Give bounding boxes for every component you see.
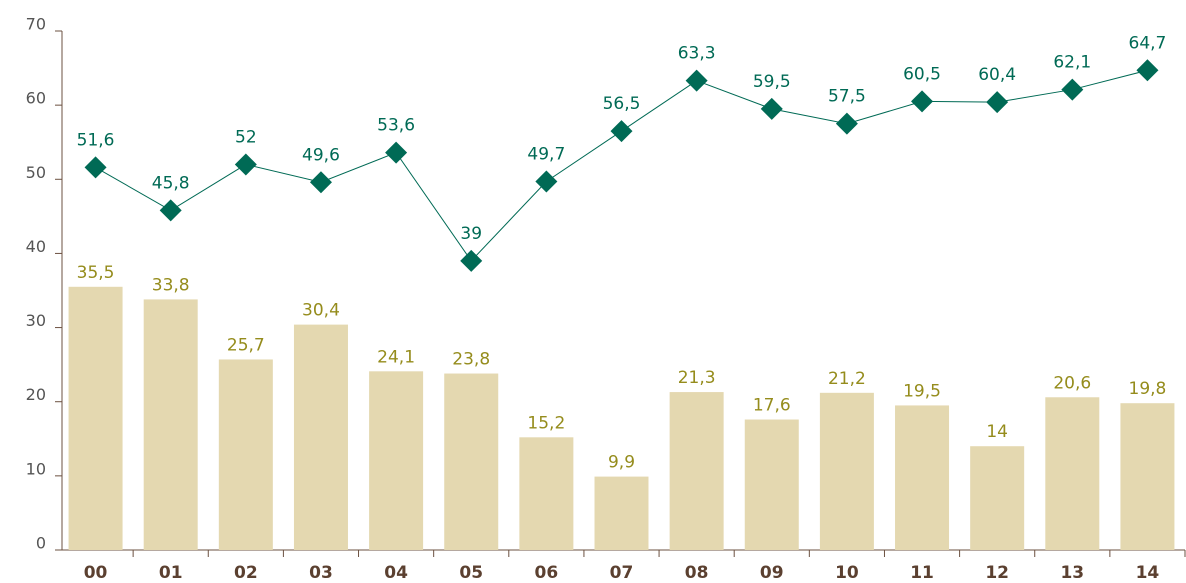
x-tick-label: 02 [234,563,258,583]
line-label: 57,5 [828,87,866,107]
bar-label: 24,1 [377,347,415,367]
line-label: 49,7 [527,145,565,165]
x-tick-label: 13 [1060,563,1084,583]
x-tick-label: 09 [760,563,784,583]
x-tick-label: 06 [535,563,559,583]
bar [519,437,574,550]
bar [594,476,649,550]
bar [819,392,874,550]
bar [744,419,799,550]
bar [68,286,123,550]
bar-label: 19,8 [1129,379,1167,399]
marker [309,171,332,194]
marker [84,156,107,179]
bar-label: 33,8 [152,275,190,295]
line-label: 62,1 [1053,53,1091,73]
bar-label: 14 [986,422,1008,442]
y-tick-label: 0 [36,534,46,553]
bar [369,371,424,550]
line-label: 59,5 [753,72,791,92]
bar-label: 17,6 [753,396,791,416]
bar [444,373,499,550]
marker [234,153,257,176]
bar-label: 9,9 [608,453,635,473]
y-tick-label: 30 [26,311,46,330]
marker [535,170,558,193]
x-tick-label: 12 [985,563,1009,583]
marker [610,120,633,143]
marker [835,112,858,135]
bar-label: 15,2 [527,413,565,433]
y-tick-label: 50 [26,163,46,182]
bar-label: 19,5 [903,381,941,401]
bar-label: 21,2 [828,369,866,389]
x-tick-label: 07 [610,563,634,583]
line-label: 49,6 [302,145,340,165]
y-tick-label: 60 [26,89,46,108]
line-label: 64,7 [1129,33,1167,53]
y-tick-label: 20 [26,385,46,404]
marker [986,91,1009,114]
bar-label: 35,5 [77,263,115,283]
marker [460,249,483,272]
x-tick-label: 00 [84,563,108,583]
marker [1061,78,1084,101]
line-label: 51,6 [77,130,115,150]
bar-label: 30,4 [302,301,340,321]
y-tick-label: 70 [26,15,46,34]
marker [760,97,783,120]
line-label: 39 [460,224,482,244]
bar [669,392,724,550]
x-tick-label: 10 [835,563,859,583]
line-label: 53,6 [377,116,415,136]
x-tick-label: 05 [459,563,483,583]
x-tick-label: 11 [910,563,934,583]
bar-label: 21,3 [678,368,716,388]
line-label: 60,4 [978,65,1016,85]
bar [1120,403,1175,550]
bar [895,405,950,550]
x-tick-label: 01 [159,563,183,583]
bar-label: 25,7 [227,335,265,355]
y-tick-label: 10 [26,459,46,478]
x-tick-label: 03 [309,563,333,583]
line-label: 56,5 [603,94,641,114]
line-label: 63,3 [678,44,716,64]
bar [1045,397,1100,550]
bar-label: 23,8 [452,350,490,370]
marker [385,141,408,164]
bar-label: 20,6 [1053,373,1091,393]
line-label: 60,5 [903,64,941,84]
line-label: 45,8 [152,173,190,193]
marker [1136,59,1159,82]
bar [970,446,1025,550]
bar [143,299,198,550]
bar [218,359,273,550]
bar [293,324,348,550]
line-label: 52 [235,127,257,147]
marker [911,90,934,113]
x-tick-label: 08 [685,563,709,583]
marker [159,199,182,222]
x-tick-label: 04 [384,563,408,583]
y-tick-label: 40 [26,237,46,256]
marker [685,69,708,92]
x-tick-label: 14 [1136,563,1160,583]
